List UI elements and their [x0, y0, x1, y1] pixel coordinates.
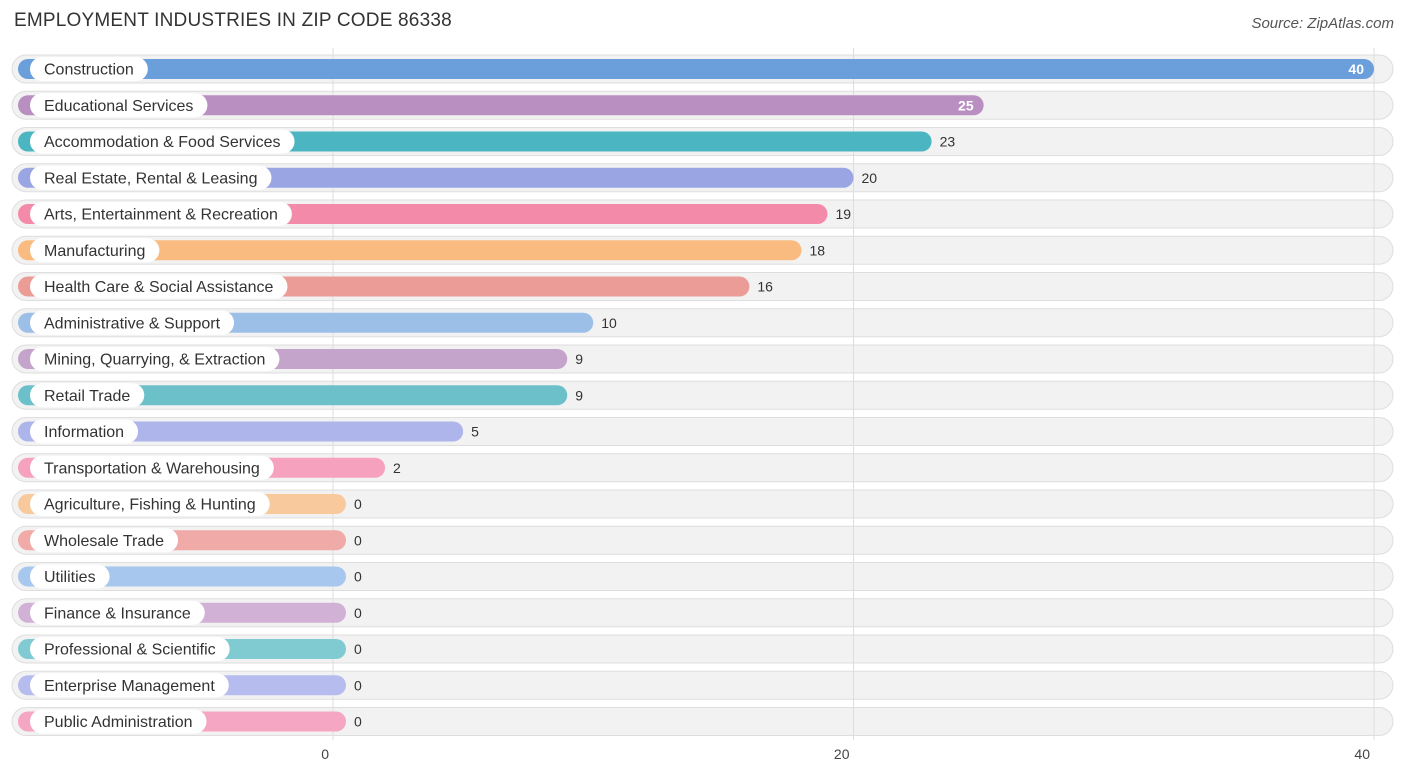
category-label: Professional & Scientific: [44, 642, 216, 659]
category-label: Information: [44, 424, 124, 441]
category-label: Enterprise Management: [44, 678, 215, 695]
category-label: Manufacturing: [44, 243, 145, 260]
category-label-pill: [30, 564, 110, 589]
value-label: 19: [835, 206, 851, 222]
category-label-pill: [30, 274, 288, 299]
category-label: Educational Services: [44, 98, 193, 115]
value-label: 40: [1348, 61, 1364, 77]
category-label-pill: [30, 637, 230, 661]
row-track: [11, 598, 1394, 628]
category-label-pill: [30, 129, 295, 154]
category-label-pill: [30, 419, 139, 444]
value-label: 0: [354, 641, 362, 657]
category-label-pill: [30, 600, 205, 625]
value-label: 23: [940, 134, 956, 150]
value-label: 18: [809, 242, 825, 258]
category-label: Agriculture, Fishing & Hunting: [44, 497, 256, 514]
category-label-pill: [30, 383, 145, 408]
value-label: 0: [354, 569, 362, 585]
category-label: Real Estate, Rental & Leasing: [44, 170, 257, 187]
category-label-pill: [30, 528, 179, 553]
row-track: [11, 489, 1394, 519]
row-track: [11, 562, 1394, 591]
category-label-pill: [30, 238, 160, 263]
value-label: 9: [575, 387, 583, 403]
category-label: Transportation & Warehousing: [44, 460, 260, 477]
source-note: Source: ZipAtlas.com: [1251, 15, 1394, 32]
category-label-pill: [30, 202, 292, 226]
value-label: 0: [354, 714, 362, 730]
category-label-pill: [30, 709, 207, 734]
category-label-pill: [30, 93, 208, 118]
value-label: 9: [575, 351, 583, 367]
value-label: 0: [354, 677, 362, 693]
value-label: 0: [354, 532, 362, 548]
category-label-pill: [30, 492, 270, 516]
x-tick-label: 20: [834, 746, 850, 762]
category-label: Accommodation & Food Services: [44, 134, 281, 151]
row-track: [11, 634, 1394, 664]
category-label: Health Care & Social Assistance: [44, 279, 274, 296]
value-label: 0: [354, 496, 362, 512]
bar: [18, 385, 568, 406]
value-label: 2: [393, 460, 401, 476]
category-label-pill: [30, 57, 148, 81]
category-label: Mining, Quarrying, & Extraction: [44, 352, 265, 369]
bar: [18, 95, 984, 116]
bar: [18, 240, 802, 261]
category-label-pill: [30, 347, 280, 371]
value-label: 5: [471, 424, 479, 440]
value-label: 20: [862, 170, 878, 186]
category-label: Public Administration: [44, 714, 193, 731]
category-label: Construction: [44, 62, 134, 79]
value-label: 10: [601, 315, 617, 331]
category-label: Wholesale Trade: [44, 533, 164, 550]
category-label: Utilities: [44, 569, 96, 586]
category-label: Arts, Entertainment & Recreation: [44, 207, 278, 224]
category-label: Retail Trade: [44, 388, 130, 405]
bar: [18, 59, 1374, 79]
value-label: 0: [354, 605, 362, 621]
category-label-pill: [30, 455, 274, 480]
row-track: [11, 670, 1394, 700]
row-track: [11, 525, 1394, 555]
x-tick-label: 40: [1354, 746, 1370, 762]
x-tick-label: 0: [321, 746, 329, 762]
row-track: [11, 707, 1394, 736]
category-label-pill: [30, 673, 229, 698]
category-label-pill: [30, 165, 272, 190]
chart-title: EMPLOYMENT INDUSTRIES IN ZIP CODE 86338: [14, 10, 452, 31]
category-label: Administrative & Support: [44, 315, 221, 332]
category-label: Finance & Insurance: [44, 605, 191, 622]
value-label: 16: [757, 279, 773, 295]
value-label: 25: [958, 97, 974, 113]
category-label-pill: [30, 310, 235, 335]
